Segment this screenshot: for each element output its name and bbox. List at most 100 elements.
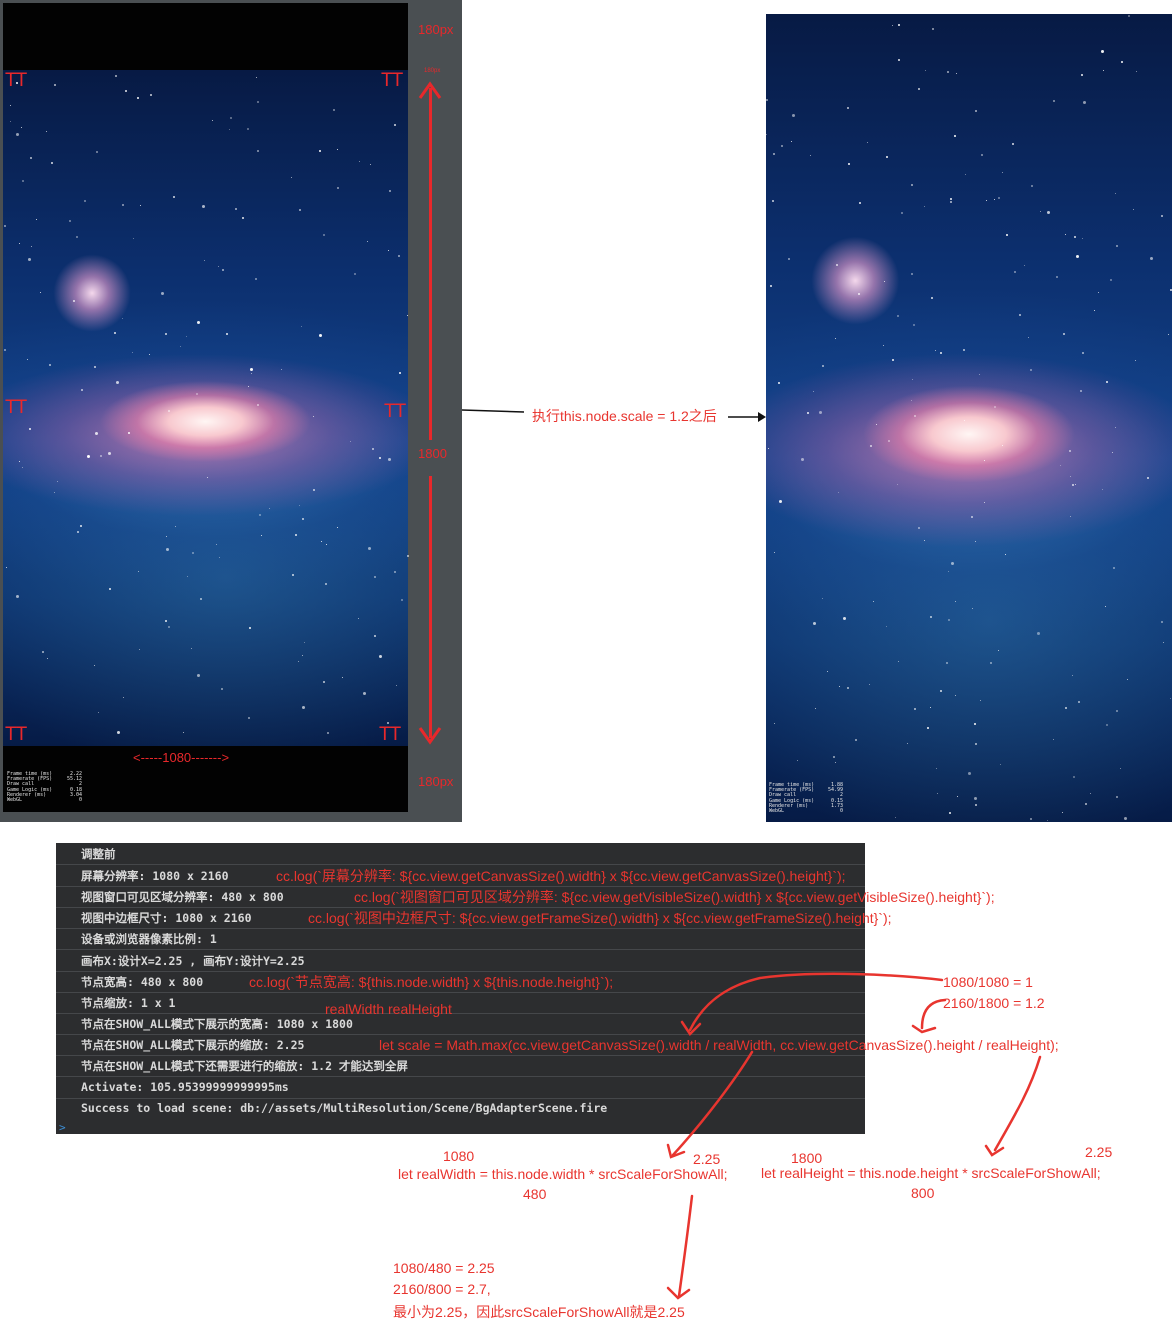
star-dot <box>247 128 250 131</box>
real-height-bottom-value: 800 <box>911 1185 935 1201</box>
star-dot <box>778 499 782 503</box>
log-frame-annotation: cc.log(`视图中边框尺寸: ${cc.view.getFrameSize(… <box>308 910 892 926</box>
star-dot <box>964 173 966 175</box>
star-dot <box>1090 792 1092 794</box>
star-dot <box>3 225 6 228</box>
star-dot <box>984 459 986 461</box>
console-row: Activate: 105.95399999999995ms <box>56 1077 865 1099</box>
ratio-note-line3: 最小为2.25，因此srcScaleForShowAll就是2.25 <box>393 1304 685 1320</box>
star-dot <box>901 212 904 215</box>
star-dot <box>359 161 361 163</box>
console-text: Activate: 105.95399999999995ms <box>81 1080 289 1094</box>
star-dot <box>122 318 124 320</box>
stat-webgl-value: 0 <box>78 797 82 803</box>
star-dot <box>29 427 32 430</box>
star-dot <box>911 379 913 381</box>
star-dot <box>832 755 835 758</box>
star-dot <box>148 353 150 355</box>
stat-framerate-value: 54.99 <box>827 787 843 794</box>
star-dot <box>1133 209 1135 211</box>
star-dot <box>974 804 977 807</box>
star-dot <box>249 627 252 630</box>
star-dot <box>834 337 836 339</box>
console-row: 调整前 <box>56 843 865 865</box>
star-dot <box>256 403 259 406</box>
star-dot <box>964 420 966 422</box>
star-dot <box>997 650 999 652</box>
star-dot <box>936 767 938 769</box>
corner-label-top-left: TT <box>5 70 27 91</box>
star-dot <box>1162 642 1164 644</box>
star-dot <box>930 707 932 709</box>
star-dot <box>304 642 305 644</box>
star-dot <box>772 199 775 202</box>
star-dot <box>947 618 950 621</box>
star-dot <box>325 582 328 585</box>
star-dot <box>165 535 167 537</box>
stat-frame-time-label: Frame time (ms) <box>7 771 53 777</box>
star-dot <box>872 601 874 603</box>
star-dot <box>373 576 376 579</box>
star-dot <box>867 142 869 144</box>
star-dot <box>891 25 893 27</box>
star-dot <box>54 83 57 86</box>
star-dot <box>81 389 84 392</box>
star-dot <box>1115 710 1118 713</box>
star-dot <box>323 681 326 684</box>
star-dot <box>6 567 8 569</box>
star-dot <box>173 195 176 198</box>
star-dot <box>1071 484 1074 487</box>
star-dot <box>358 617 360 619</box>
star-dot <box>221 688 223 691</box>
star-dot <box>250 368 254 372</box>
console-text: 屏幕分辨率: 1080 x 2160 <box>81 869 229 883</box>
star-dot <box>1135 359 1137 361</box>
star-dot <box>1079 389 1082 392</box>
star-dot <box>953 135 956 138</box>
left-galaxy-background <box>3 70 409 746</box>
star-dot <box>200 597 203 600</box>
star-dot <box>1160 215 1163 218</box>
star-dot <box>407 314 409 316</box>
console-text: 调整前 <box>81 847 116 861</box>
star-dot <box>1053 738 1055 740</box>
star-dot <box>248 385 250 387</box>
star-dot <box>393 124 396 127</box>
star-dot <box>109 588 112 591</box>
star-dot <box>256 100 259 103</box>
star-dot <box>132 238 134 240</box>
star-dot <box>396 684 398 686</box>
star-dot <box>917 88 920 91</box>
star-dot <box>1170 289 1173 292</box>
console-row: 节点在SHOW_ALL模式下还需要进行的缩放: 1.2 才能达到全屏 <box>56 1055 865 1077</box>
star-dot <box>997 196 1000 199</box>
star-dot <box>1116 796 1119 799</box>
stat-game-logic-label: Game Logic (ms) <box>769 797 815 804</box>
star-dot <box>883 281 885 283</box>
console-row: 视图中边框尺寸: 1080 x 2160 <box>56 907 865 929</box>
star-dot <box>897 660 899 662</box>
star-dot <box>979 373 981 375</box>
star-dot <box>367 547 371 551</box>
star-dot <box>21 179 24 182</box>
star-dot <box>40 291 42 293</box>
star-dot <box>165 333 168 336</box>
console-row: 设备或浏览器像素比例: 1 <box>56 928 865 950</box>
stat-framerate-value: 55.12 <box>66 776 82 783</box>
star-dot <box>1040 211 1042 213</box>
star-dot <box>999 764 1001 766</box>
star-dot <box>196 392 199 395</box>
star-dot <box>918 526 921 529</box>
star-dot <box>202 205 206 209</box>
console-prompt[interactable]: > <box>59 1121 66 1134</box>
ratio-note-line2: 2160/800 = 2.7, <box>393 1281 491 1297</box>
stat-webgl-label: WebGL <box>7 797 23 804</box>
star-dot <box>255 76 257 78</box>
stat-draw-call-value: 2 <box>839 792 843 799</box>
star-dot <box>254 277 257 280</box>
star-dot <box>1123 816 1127 820</box>
real-width-code: let realWidth = this.node.width * srcSca… <box>398 1166 728 1182</box>
star-dot <box>854 739 857 742</box>
star-dot <box>1071 674 1073 676</box>
star-dot <box>406 554 409 557</box>
